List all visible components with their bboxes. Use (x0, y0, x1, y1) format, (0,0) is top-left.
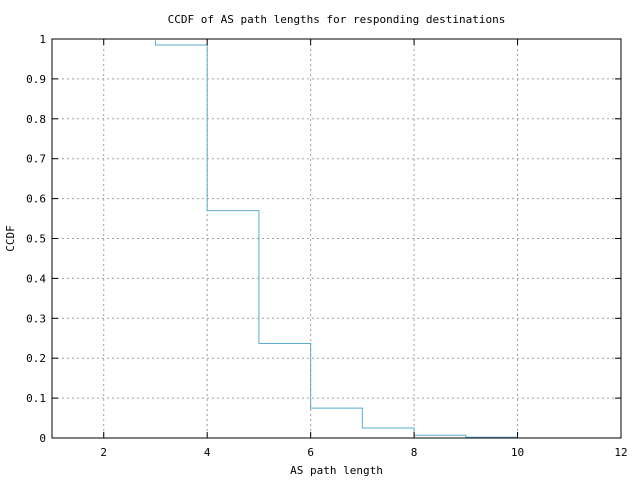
y-tick-label: 1 (39, 33, 46, 46)
y-tick-label: 0.9 (26, 73, 46, 86)
y-tick-label: 0.8 (26, 113, 46, 126)
y-axis-label: CCDF (4, 225, 17, 252)
series-layer (154, 40, 518, 438)
x-tick-label: 6 (307, 446, 314, 459)
x-tick-label: 12 (614, 446, 627, 459)
y-tick-label: 0.7 (26, 153, 46, 166)
chart-title: CCDF of AS path lengths for responding d… (168, 13, 506, 26)
ccdf-step-line (154, 40, 518, 438)
y-tick-label: 0.6 (26, 193, 46, 206)
axis-ticks: 2 4 6 8 10 12 0 0.1 0.2 0.3 0.4 0.5 0.6 0.7 0.8 0.9 1 (26, 33, 628, 459)
x-tick-label: 4 (204, 446, 211, 459)
y-tick-label: 0.4 (26, 272, 46, 285)
x-tick-label: 8 (411, 446, 418, 459)
y-tick-label: 0.5 (26, 233, 46, 246)
y-tick-label: 0.3 (26, 312, 46, 325)
x-tick-label: 2 (100, 446, 107, 459)
x-axis-label: AS path length (290, 464, 383, 477)
y-tick-label: 0.2 (26, 352, 46, 365)
y-tick-label: 0 (39, 432, 46, 445)
x-tick-label: 10 (511, 446, 524, 459)
y-tick-label: 0.1 (26, 392, 46, 405)
grid (52, 39, 621, 438)
